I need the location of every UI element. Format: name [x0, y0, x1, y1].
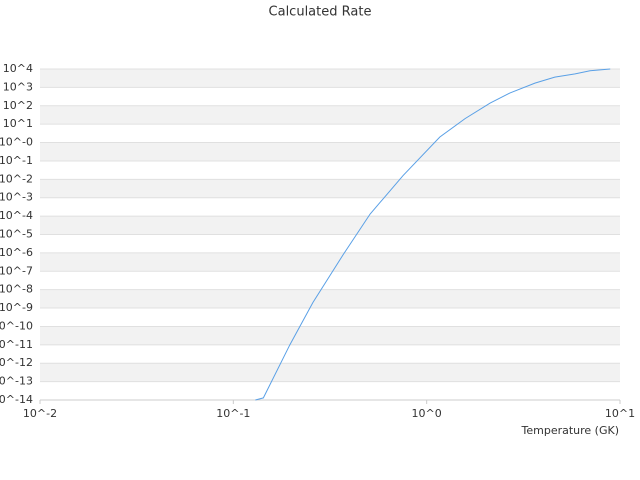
grid-band — [40, 326, 620, 345]
y-tick-label: 10^1 — [3, 117, 33, 130]
x-tick-label: 10^-1 — [216, 407, 250, 420]
y-tick-label: 10^-12 — [0, 356, 33, 369]
y-tick-label: 10^4 — [3, 62, 33, 75]
grid-band — [40, 69, 620, 88]
y-tick-label: 10^3 — [3, 80, 33, 93]
grid-band — [40, 179, 620, 198]
y-tick-label: 10^-4 — [0, 209, 33, 222]
y-tick-label: 10^-2 — [0, 172, 33, 185]
x-tick-label: 10^1 — [605, 407, 635, 420]
y-tick-label: 10^-10 — [0, 319, 33, 332]
chart-title: Calculated Rate — [269, 5, 372, 20]
x-tick-label: 10^-2 — [23, 407, 57, 420]
grid-band — [40, 105, 620, 125]
grid-band — [40, 142, 620, 161]
grid-band — [40, 363, 620, 382]
grid-band — [40, 252, 620, 272]
y-tick-label: 10^-8 — [0, 283, 33, 296]
y-tick-label: 10^-7 — [0, 264, 33, 277]
y-tick-label: 10^-11 — [0, 338, 33, 351]
data-line — [255, 68, 611, 401]
y-tick-label: 10^-5 — [0, 228, 33, 241]
y-tick-label: 10^-0 — [0, 136, 33, 149]
grid-bands — [40, 69, 620, 382]
y-tick-label: 10^-1 — [0, 154, 33, 167]
y-tick-label: 10^-3 — [0, 191, 33, 204]
y-tick-label: 10^-14 — [0, 393, 33, 406]
y-tick-label: 10^-6 — [0, 246, 33, 259]
x-tick-label: 10^0 — [412, 407, 442, 420]
grid-band — [40, 216, 620, 235]
x-axis-label: Temperature (GK) — [521, 424, 620, 437]
grid-band — [40, 289, 620, 309]
y-tick-label: 10^-9 — [0, 301, 33, 314]
y-tick-label: 10^2 — [3, 99, 33, 112]
y-tick-label: 10^-13 — [0, 375, 33, 388]
